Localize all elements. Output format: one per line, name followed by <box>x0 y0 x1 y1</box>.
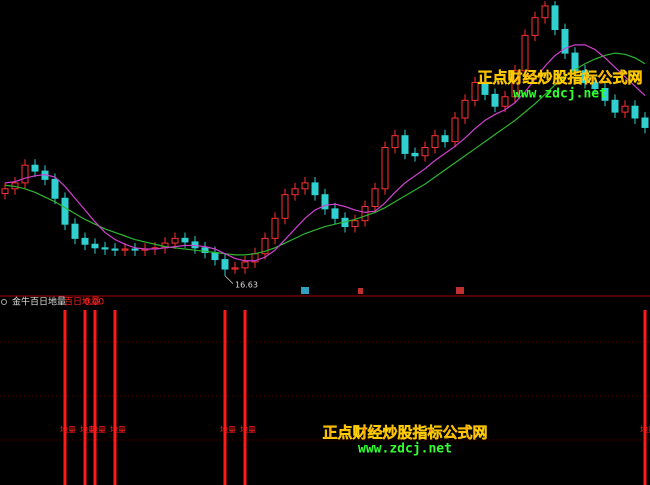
candle-body <box>371 188 379 208</box>
candle-body <box>531 17 539 36</box>
candle-body <box>511 70 519 98</box>
candle-body <box>361 206 369 222</box>
candle-body <box>21 164 29 184</box>
watermark-url: www.zdcj.net <box>358 442 452 457</box>
event-marker[interactable] <box>358 288 363 294</box>
candle-body <box>331 208 339 219</box>
bar <box>223 310 227 485</box>
candle-body <box>231 267 239 270</box>
candle-body <box>471 82 479 101</box>
value-label: 地量 <box>640 425 650 435</box>
event-marker[interactable] <box>456 287 464 294</box>
candle-body <box>621 105 629 113</box>
candle-body <box>381 147 389 190</box>
bar <box>643 310 647 485</box>
candle-body <box>571 52 579 72</box>
candle-body <box>241 261 249 269</box>
candle-body <box>131 248 139 251</box>
candle-body <box>401 135 409 154</box>
event-marker[interactable] <box>301 287 309 294</box>
candle-body <box>271 217 279 239</box>
candle-body <box>561 29 569 54</box>
candle-body <box>541 5 549 19</box>
candle-body <box>1 188 9 195</box>
candle-body <box>281 194 289 219</box>
candle-body <box>451 117 459 143</box>
value-label: 地量 <box>80 425 96 435</box>
candle-body <box>421 147 429 157</box>
candle-body <box>601 88 609 101</box>
candle-body <box>481 82 489 95</box>
indicator-value: 0.00 <box>84 298 104 308</box>
candle-body <box>51 178 59 199</box>
moving-average <box>4 52 646 256</box>
candle-body <box>181 237 189 243</box>
candle-body <box>351 220 359 228</box>
low-pointer <box>224 275 234 285</box>
bar <box>63 310 67 485</box>
bar <box>83 310 87 485</box>
candle-body <box>521 34 529 72</box>
candle-body <box>551 5 559 31</box>
bar <box>93 310 97 485</box>
candle-body <box>71 223 79 239</box>
watermark-title: 正点财经炒股指标公式网 <box>322 424 487 442</box>
indicator-icon[interactable] <box>1 299 7 305</box>
watermark-title: 正点财经炒股指标公式网 <box>477 69 642 87</box>
watermark-url: www.zdcj.net <box>513 87 607 102</box>
candle-body <box>431 135 439 148</box>
bar <box>243 310 247 485</box>
candle-body <box>61 197 69 225</box>
candle-body <box>301 182 309 190</box>
candle-body <box>311 182 319 196</box>
candle-body <box>391 135 399 148</box>
moving-average <box>4 44 646 262</box>
candle-body <box>491 93 499 107</box>
candle-body <box>291 188 299 196</box>
candle-body <box>631 105 639 119</box>
low-label: 16.63 <box>235 280 258 289</box>
candle-body <box>611 99 619 113</box>
candle-body <box>91 243 99 249</box>
value-label: 地量 <box>110 425 126 435</box>
value-label: 地量 <box>220 425 236 435</box>
candle-body <box>111 248 119 251</box>
candle-body <box>591 82 599 89</box>
candle-body <box>81 237 89 245</box>
candle-body <box>261 237 269 255</box>
candle-body <box>581 70 589 84</box>
candle-body <box>461 99 469 119</box>
indicator-subtitle: 百日地量 <box>64 296 100 308</box>
candle-body <box>221 259 229 270</box>
bar <box>113 310 117 485</box>
value-label: 地量 <box>240 425 256 435</box>
candle-body <box>171 237 179 244</box>
candle-body <box>501 96 509 107</box>
candle-body <box>121 248 129 251</box>
candle-body <box>31 164 39 172</box>
value-label: 地量 <box>60 425 76 435</box>
candle-body <box>441 135 449 143</box>
candle-body <box>211 252 219 261</box>
value-label: 地量 <box>90 425 106 435</box>
candle-body <box>411 152 419 157</box>
candle-body <box>101 247 109 250</box>
candle-body <box>321 194 329 210</box>
candle-body <box>201 247 209 254</box>
candle-body <box>641 117 649 128</box>
indicator-title: 金牛百日地量 <box>12 296 66 308</box>
